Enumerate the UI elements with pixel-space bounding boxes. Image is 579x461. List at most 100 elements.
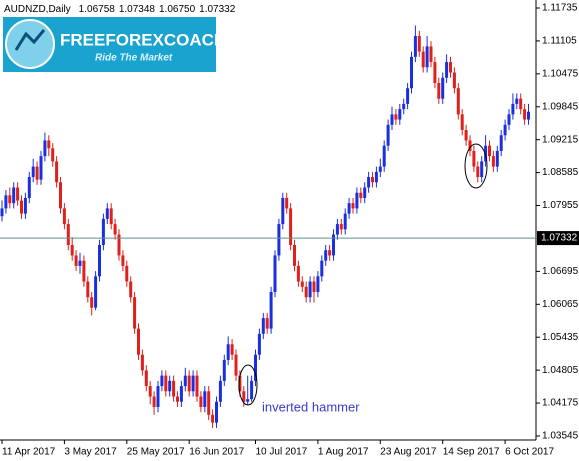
y-tick-label: 1.08585: [542, 167, 579, 178]
candle-body: [464, 130, 468, 141]
candle-body: [374, 171, 378, 183]
candle-body: [31, 166, 35, 178]
candle-body: [51, 148, 55, 162]
candle-body: [433, 62, 437, 83]
candle-body: [281, 197, 285, 225]
current-price-box: [537, 231, 579, 246]
candle-body: [332, 234, 335, 256]
candle-body: [47, 140, 51, 149]
candle-body: [215, 401, 218, 423]
y-tick-label: 1.06065: [542, 299, 579, 310]
candle-body: [519, 98, 523, 110]
x-tick-label: 16 Jun 2017: [189, 447, 244, 458]
candle-body: [324, 250, 328, 261]
y-tick-label: 1.05435: [542, 332, 579, 343]
candle-body: [355, 192, 359, 209]
candle-body: [382, 145, 386, 167]
candle-body: [367, 177, 371, 188]
x-tick-label: 23 Aug 2017: [380, 447, 437, 458]
candle-body: [0, 208, 4, 217]
logo-emblem: [5, 19, 55, 69]
candle-body: [226, 344, 230, 360]
candle-body: [74, 255, 78, 266]
logo-tagline: Ride The Market: [95, 53, 173, 64]
candle-body: [495, 150, 499, 167]
candle-body: [347, 203, 351, 214]
candle-body: [351, 203, 355, 209]
candle-body: [234, 354, 238, 376]
candle-body: [386, 124, 390, 146]
x-tick-label: 14 Sep 2017: [443, 447, 500, 458]
candle-body: [133, 297, 137, 329]
candle-body: [117, 234, 121, 256]
x-tick-label: 10 Jul 2017: [256, 447, 308, 458]
candle-body: [148, 386, 152, 397]
candle-body: [156, 386, 160, 407]
candle-body: [308, 281, 312, 298]
candle-body: [339, 224, 343, 230]
candle-body: [289, 208, 293, 245]
candle-body: [199, 396, 203, 407]
y-tick-label: 1.09215: [542, 134, 579, 145]
candle-body: [503, 124, 507, 136]
y-tick-label: 1.03545: [542, 431, 579, 442]
candle-body: [168, 380, 172, 392]
header-close: 1.07332: [199, 4, 236, 15]
candle-body: [269, 292, 273, 329]
candle-body: [207, 391, 211, 415]
candle-body: [421, 51, 425, 68]
candles: [0, 25, 530, 428]
candle-body: [265, 318, 269, 329]
candle-body: [78, 260, 82, 266]
candle-body: [398, 109, 402, 120]
candle-body: [406, 88, 410, 104]
candle-body: [137, 328, 140, 355]
y-tick-label: 1.04175: [542, 398, 579, 409]
candle-body: [20, 200, 23, 214]
candle-body: [378, 166, 382, 172]
candle-body: [238, 375, 242, 392]
candle-body: [129, 281, 133, 298]
candle-body: [113, 224, 117, 235]
candle-body: [257, 333, 261, 355]
candle-body: [254, 354, 257, 381]
y-tick-label: 1.10475: [542, 68, 579, 79]
candle-body: [66, 224, 70, 245]
candle-body: [176, 396, 179, 402]
candle-body: [413, 35, 417, 57]
candle-body: [499, 135, 503, 151]
candle-body: [90, 297, 94, 308]
candle-body: [460, 114, 464, 131]
header-low: 1.06750: [159, 4, 196, 15]
x-tick-label: 1 Aug 2017: [318, 447, 369, 458]
candle-body: [39, 156, 43, 180]
candle-body: [105, 208, 109, 219]
candle-body: [304, 286, 308, 298]
candle-body: [187, 375, 191, 392]
candle-body: [296, 265, 300, 282]
candle-body: [390, 114, 394, 125]
candle-body: [246, 399, 250, 402]
candle-body: [363, 187, 367, 198]
candle-body: [125, 265, 129, 282]
candle-body: [191, 375, 195, 392]
candle-body: [203, 391, 207, 407]
candle-body: [12, 187, 16, 204]
candle-body: [449, 62, 452, 73]
y-tick-label: 1.09845: [542, 101, 579, 112]
candle-body: [86, 281, 90, 298]
candle-body: [515, 98, 519, 104]
candle-body: [441, 77, 445, 99]
logo-emblem-mark: [14, 29, 46, 51]
candle-body: [222, 359, 226, 381]
candle-body: [523, 109, 527, 120]
candle-body: [468, 140, 472, 151]
candle-body: [43, 140, 47, 157]
candle-body: [429, 46, 433, 63]
candle-body: [316, 276, 320, 293]
candle-body: [491, 156, 495, 167]
candle-body: [160, 375, 164, 387]
candle-body: [335, 224, 339, 235]
candle-body: [140, 354, 144, 371]
